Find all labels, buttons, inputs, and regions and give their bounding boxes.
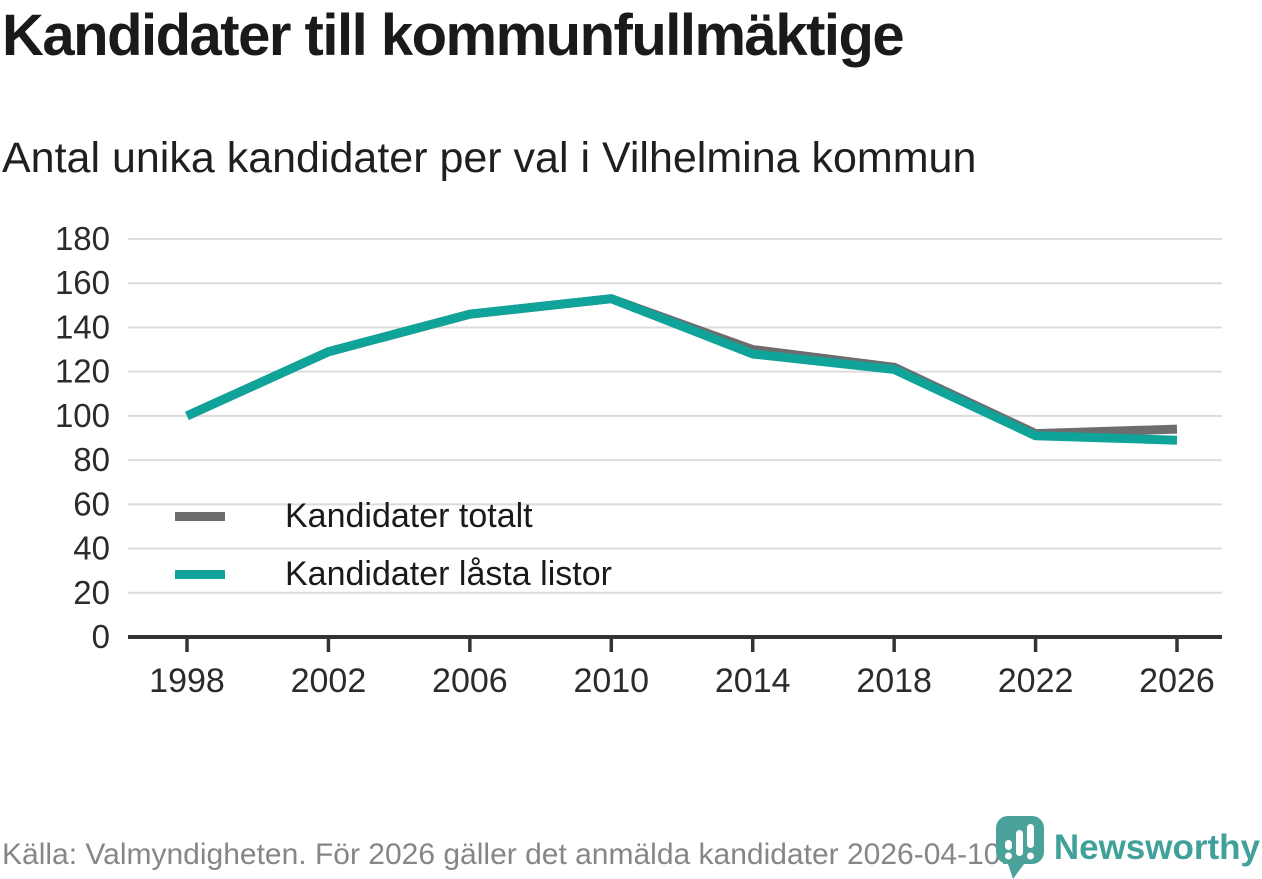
y-tick-label-140: 140: [55, 308, 110, 345]
y-tick-label-160: 160: [55, 264, 110, 301]
x-tick-label-2026: 2026: [1139, 662, 1215, 700]
chart-title: Kandidater till kommunfullmäktige: [2, 3, 905, 68]
x-tick-label-2002: 2002: [291, 662, 367, 700]
y-tick-label-180: 180: [55, 220, 110, 257]
legend-swatch-totalt: [175, 511, 225, 521]
legend-item-totalt: Kandidater totalt: [175, 494, 612, 538]
y-tick-label-120: 120: [55, 353, 110, 390]
y-tick-label-60: 60: [73, 485, 110, 522]
newsworthy-logo-icon: [995, 816, 1044, 879]
x-tick-label-2018: 2018: [856, 662, 932, 700]
x-tick-label-2022: 2022: [998, 662, 1074, 700]
y-tick-label-100: 100: [55, 397, 110, 434]
source-text: Källa: Valmyndigheten. För 2026 gäller d…: [2, 838, 1009, 871]
x-tick-label-1998: 1998: [149, 662, 225, 700]
newsworthy-brand: Newsworthy: [995, 816, 1260, 879]
x-tick-label-2014: 2014: [715, 662, 791, 700]
legend-label-totalt: Kandidater totalt: [285, 496, 533, 535]
legend-item-lasta-listor: Kandidater låsta listor: [175, 552, 612, 596]
x-tick-label-2006: 2006: [432, 662, 508, 700]
chart-subtitle: Antal unika kandidater per val i Vilhelm…: [2, 134, 977, 182]
y-tick-label-20: 20: [73, 574, 110, 611]
x-tick-label-2010: 2010: [573, 662, 649, 700]
y-tick-label-0: 0: [92, 618, 110, 655]
y-tick-label-40: 40: [73, 530, 110, 567]
y-tick-label-80: 80: [73, 441, 110, 478]
legend-label-lasta-listor: Kandidater låsta listor: [285, 554, 612, 593]
legend: Kandidater totalt Kandidater låsta listo…: [175, 494, 612, 596]
series-line-lasta-listor: [185, 294, 1178, 445]
brand-name: Newsworthy: [1053, 828, 1260, 867]
legend-swatch-lasta-listor: [175, 569, 225, 579]
series-line-totalt: [185, 294, 1178, 439]
